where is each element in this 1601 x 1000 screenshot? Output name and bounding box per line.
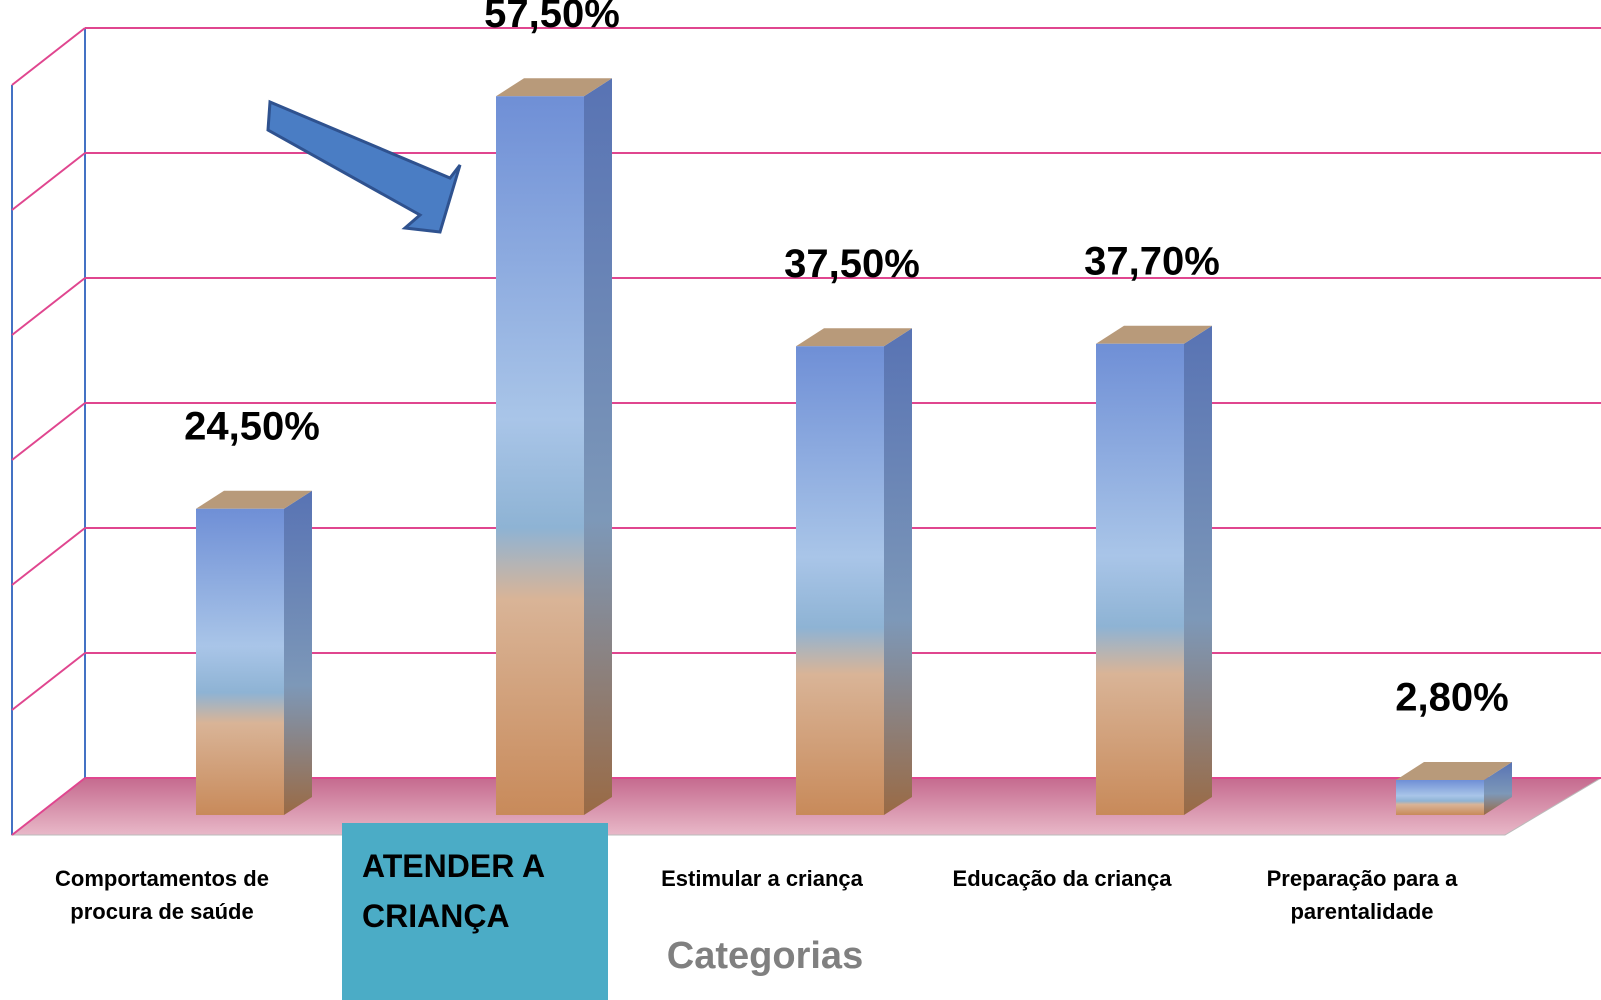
- bar-top: [1096, 325, 1212, 344]
- value-label: 37,70%: [1084, 239, 1220, 283]
- side-grid-line: [11, 402, 86, 461]
- x-tick-label: Comportamentos de procura de saúde: [55, 866, 269, 924]
- side-grid-line: [11, 27, 86, 86]
- bar-side: [584, 78, 612, 815]
- bar: [496, 96, 584, 815]
- bar: [1396, 780, 1484, 815]
- bar-side: [1184, 325, 1212, 815]
- side-grid-line: [11, 152, 86, 211]
- bar: [796, 346, 884, 815]
- bar-side: [284, 490, 312, 815]
- bar: [196, 508, 284, 815]
- arrow: [266, 99, 462, 234]
- x-axis-title: Categorias: [666, 935, 864, 977]
- side-grid-line: [11, 527, 86, 586]
- x-tick-label: Preparação para a parentalidade: [1266, 866, 1458, 924]
- bar: [1096, 343, 1184, 815]
- x-tick-label: Estimular a criança: [661, 866, 863, 891]
- bar-top: [796, 328, 912, 347]
- side-grid-line: [11, 777, 86, 836]
- x-tick-label: Educação da criança: [952, 866, 1172, 891]
- x-tick-label: ATENDER A CRIANÇA: [342, 823, 608, 1000]
- bar-top: [196, 490, 312, 509]
- value-label: 37,50%: [784, 242, 920, 286]
- side-grid-line: [11, 277, 86, 336]
- bar-top: [496, 78, 612, 97]
- bar-side: [1484, 762, 1512, 815]
- bar-top: [1396, 762, 1512, 780]
- value-label: 57,50%: [484, 0, 620, 36]
- bar-side: [884, 328, 912, 815]
- side-grid-line: [11, 652, 86, 711]
- value-label: 2,80%: [1395, 676, 1508, 720]
- value-label: 24,50%: [184, 404, 320, 448]
